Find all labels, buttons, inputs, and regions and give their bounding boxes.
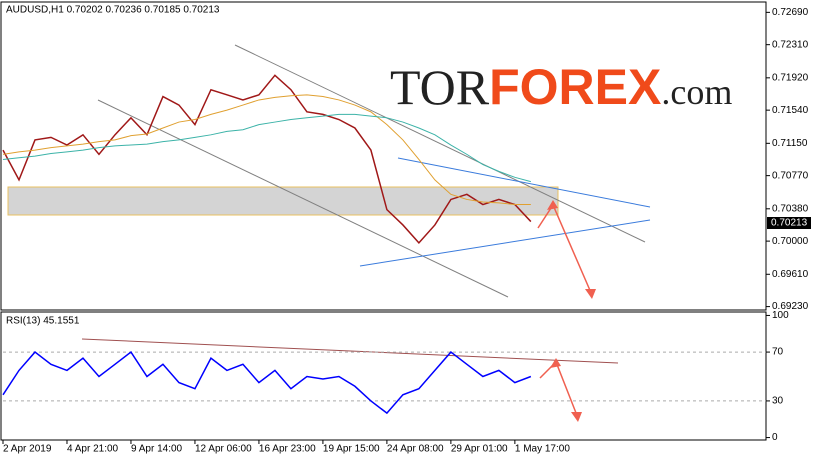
logo-highlight: FOREX xyxy=(489,59,661,115)
logo: TORFOREX.com xyxy=(390,59,732,115)
y-tick-label: 30 xyxy=(772,396,784,407)
rsi-trend-line xyxy=(81,338,619,364)
chart-header: AUDUSD,H1 0.70202 0.70236 0.70185 0.7021… xyxy=(6,5,220,16)
rsi-panel xyxy=(0,311,767,441)
arrow-head xyxy=(547,200,558,210)
x-tick-label: 4 Apr 21:00 xyxy=(67,444,119,455)
channel-line xyxy=(234,44,646,243)
y-tick-label: 0.71540 xyxy=(772,105,809,116)
series-line xyxy=(2,350,532,415)
current-price-box xyxy=(767,217,811,230)
price-panel xyxy=(0,1,767,311)
series-line xyxy=(2,113,531,183)
y-tick-label: 0.71920 xyxy=(772,72,809,83)
x-tick-label: 19 Apr 15:00 xyxy=(323,444,380,455)
triangle-line xyxy=(359,219,651,267)
x-tick-label: 1 May 17:00 xyxy=(515,444,570,455)
arrow-head xyxy=(571,412,582,422)
y-tick-label: 0.72310 xyxy=(772,39,809,50)
y-tick-label: 0.70770 xyxy=(772,170,809,181)
x-tick-label: 12 Apr 06:00 xyxy=(195,444,252,455)
y-tick-label: 0 xyxy=(772,432,778,443)
y-tick-label: 0.69610 xyxy=(772,269,809,280)
triangle-line xyxy=(397,157,651,208)
logo-prefix: TOR xyxy=(390,59,490,115)
channel-line xyxy=(97,99,509,298)
x-tick-label: 9 Apr 14:00 xyxy=(131,444,183,455)
y-tick-label: 0.69230 xyxy=(772,301,809,312)
current-price-label: 0.70213 xyxy=(771,218,808,229)
arrow-head xyxy=(550,358,561,368)
support-zone xyxy=(7,186,559,216)
series-line xyxy=(2,74,532,244)
y-tick-label: 0.70380 xyxy=(772,203,809,214)
logo-suffix: .com xyxy=(661,72,732,112)
series-line xyxy=(2,94,531,206)
rsi-title: RSI(13) 45.1551 xyxy=(6,316,80,327)
x-tick-label: 16 Apr 23:00 xyxy=(259,444,316,455)
y-tick-label: 70 xyxy=(772,347,784,358)
y-tick-label: 0.71150 xyxy=(772,138,808,149)
x-tick-label: 24 Apr 08:00 xyxy=(387,444,444,455)
x-tick-label: 2 Apr 2019 xyxy=(3,444,52,455)
x-tick-label: 29 Apr 01:00 xyxy=(451,444,508,455)
arrow-head xyxy=(585,289,596,299)
y-tick-label: 0.72690 xyxy=(772,7,809,18)
y-tick-label: 0.70000 xyxy=(772,236,809,247)
y-tick-label: 100 xyxy=(772,310,789,321)
